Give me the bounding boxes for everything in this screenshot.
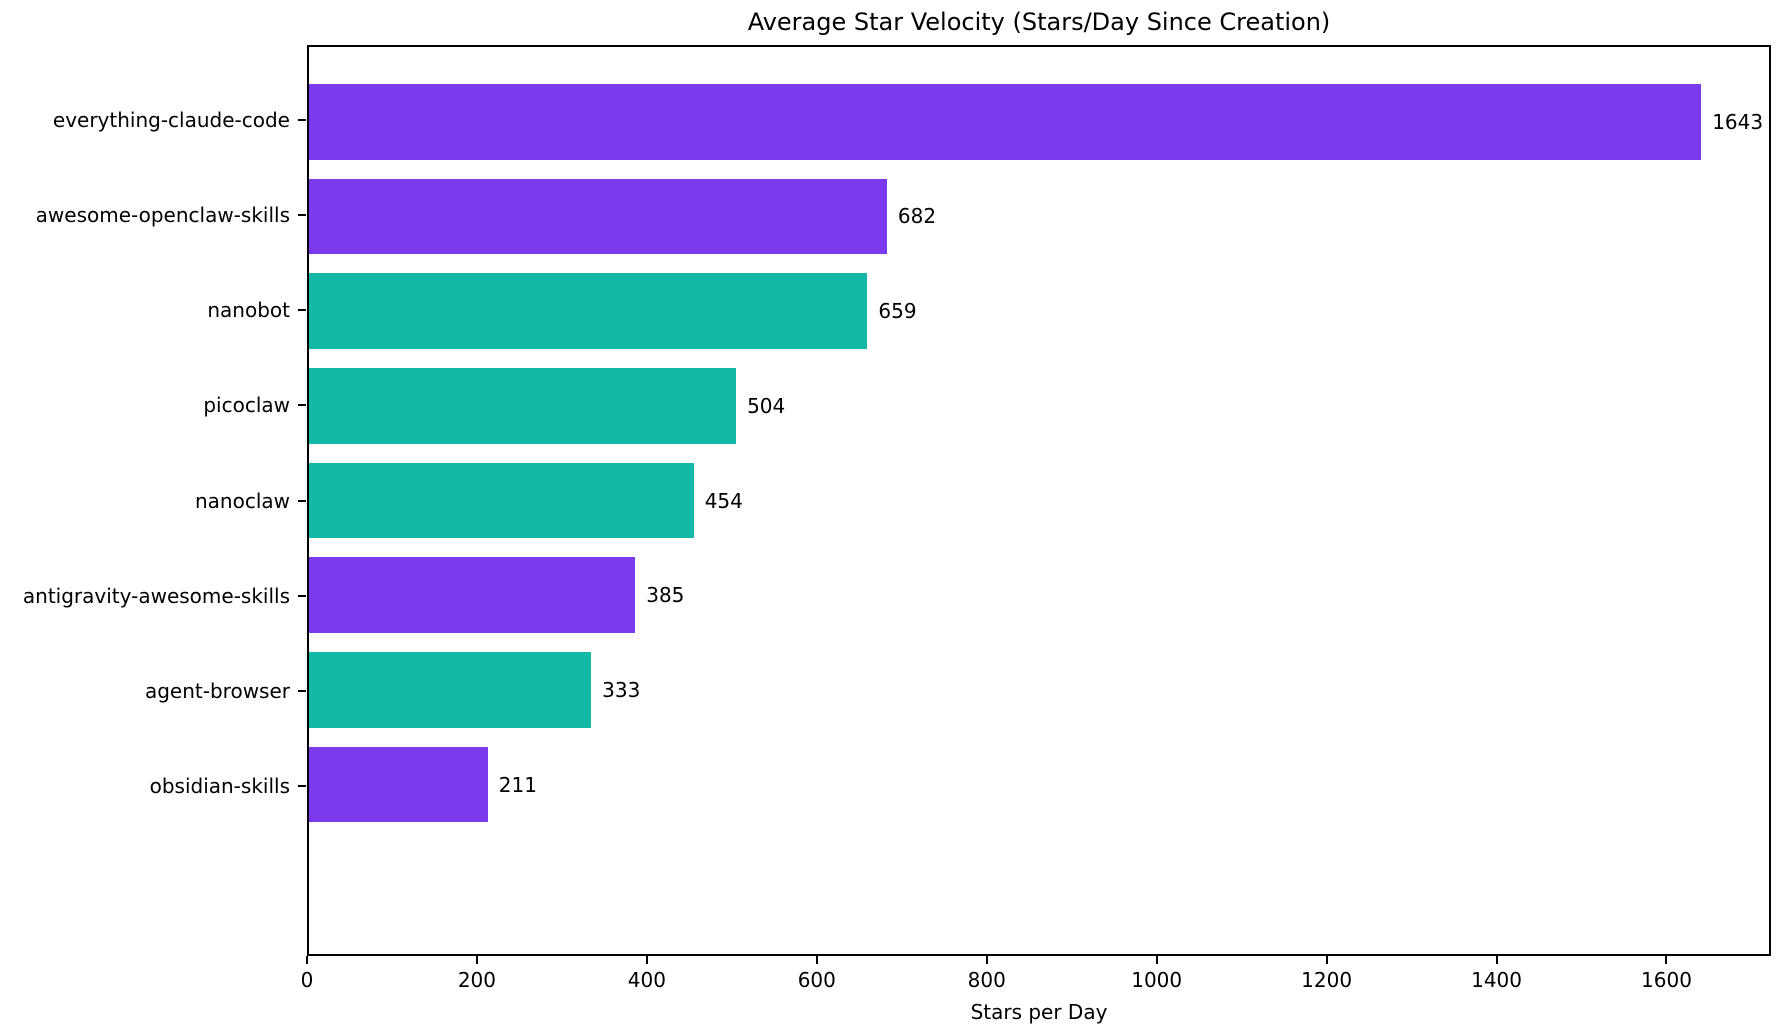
y-tick-label-nanoclaw: nanoclaw [194,488,290,513]
x-axis: 0 200 400 600 800 1000 1200 1400 1600 [301,954,1771,1014]
x-tick-mark [645,956,648,964]
y-axis-labels: everything-claude-code awesome-openclaw-s… [0,45,290,956]
bar-value-label: 211 [498,772,537,797]
y-tick-mark [298,784,306,787]
x-tick-mark [1665,956,1668,964]
x-tick-label-1600: 1600 [1641,968,1692,992]
x-tick-mark [985,956,988,964]
y-tick-label-antigravity-awesome-skills: antigravity-awesome-skills [22,583,290,608]
x-tick-mark [815,956,818,964]
bar-nanobot [309,273,868,349]
y-tick-mark [298,214,306,217]
y-tick-label-awesome-openclaw-skills: awesome-openclaw-skills [35,203,290,228]
y-tick-label-nanobot: nanobot [207,298,290,323]
y-tick-mark [298,689,306,692]
bar-antigravity-awesome-skills [309,557,636,634]
bar-everything-claude-code [309,83,1702,160]
x-tick-label-600: 600 [797,968,836,992]
y-tick-mark [298,499,306,502]
bar-value-label: 1643 [1712,109,1764,134]
plot-area: 1643 682 659 504 454 385 333 211 [307,45,1771,956]
bar-value-label: 333 [602,677,641,702]
x-axis-title: Stars per Day [970,1000,1108,1024]
bar-agent-browser [309,651,592,728]
x-tick-mark [1155,956,1158,964]
x-tick-mark [1495,956,1498,964]
bar-value-label: 385 [646,583,685,608]
x-tick-label-1000: 1000 [1131,968,1183,992]
bar-nanoclaw [309,462,694,539]
x-tick-mark [1325,956,1328,964]
bar-obsidian-skills [309,746,488,823]
x-tick-label-800: 800 [967,968,1006,992]
y-tick-mark [298,404,306,407]
x-tick-mark [475,956,478,964]
chart-title: Average Star Velocity (Stars/Day Since C… [747,8,1331,36]
y-tick-mark [298,119,306,122]
y-tick-label-everything-claude-code: everything-claude-code [52,108,290,133]
bar-value-label: 682 [897,204,937,229]
bar-picoclaw [309,367,737,444]
x-tick-mark [306,956,308,964]
x-tick-label-1400: 1400 [1471,968,1522,992]
x-tick-label-1200: 1200 [1301,968,1353,992]
y-tick-label-picoclaw: picoclaw [203,393,290,418]
y-tick-mark [298,309,306,312]
x-tick-label-200: 200 [457,968,497,992]
x-tick-label-0: 0 [300,968,314,992]
x-tick-label-400: 400 [627,968,666,992]
bar-awesome-openclaw-skills [309,178,887,255]
y-tick-label-obsidian-skills: obsidian-skills [149,773,290,798]
y-tick-mark [298,594,306,597]
y-tick-label-agent-browser: agent-browser [144,678,290,703]
bar-value-label: 659 [878,299,917,324]
bar-value-label: 454 [704,488,743,513]
bar-value-label: 504 [747,393,786,418]
